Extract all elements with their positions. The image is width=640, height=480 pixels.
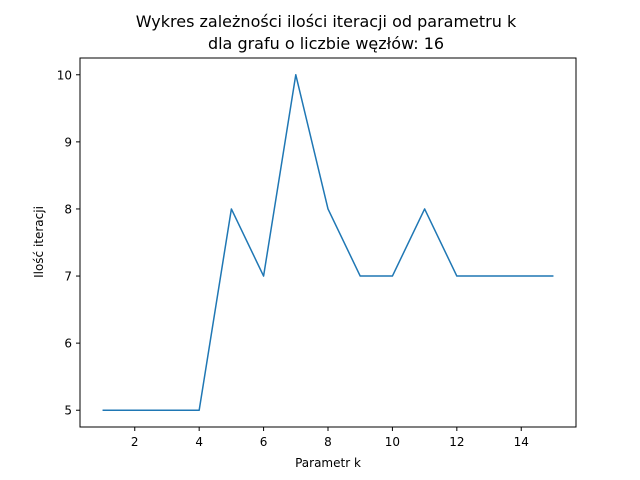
series-line-0 <box>102 74 554 411</box>
x-tick-label: 2 <box>131 435 139 449</box>
chart-title-line-1: Wykres zależności ilości iteracji od par… <box>136 12 517 31</box>
x-tick-label: 12 <box>449 435 464 449</box>
chart-title-line-2: dla grafu o liczbie węzłów: 16 <box>208 34 444 53</box>
x-tick-label: 10 <box>385 435 400 449</box>
y-tick-label: 8 <box>64 202 72 216</box>
y-tick-label: 10 <box>57 68 72 82</box>
y-axis-ticks: 5 6 7 8 9 10 <box>57 68 80 418</box>
x-tick-label: 14 <box>514 435 529 449</box>
y-tick-label: 5 <box>64 404 72 418</box>
x-tick-label: 8 <box>324 435 332 449</box>
y-tick-label: 9 <box>64 135 72 149</box>
y-axis-label: Ilość iteracji <box>32 206 46 278</box>
x-tick-label: 6 <box>260 435 268 449</box>
y-tick-label: 7 <box>64 270 72 284</box>
y-tick-label: 6 <box>64 337 72 351</box>
x-tick-label: 4 <box>195 435 203 449</box>
x-axis-ticks: 2 4 6 8 10 12 14 <box>131 427 529 449</box>
series-layer <box>102 74 554 411</box>
axes-frame <box>79 57 577 428</box>
x-axis-label: Parametr k <box>295 456 361 470</box>
